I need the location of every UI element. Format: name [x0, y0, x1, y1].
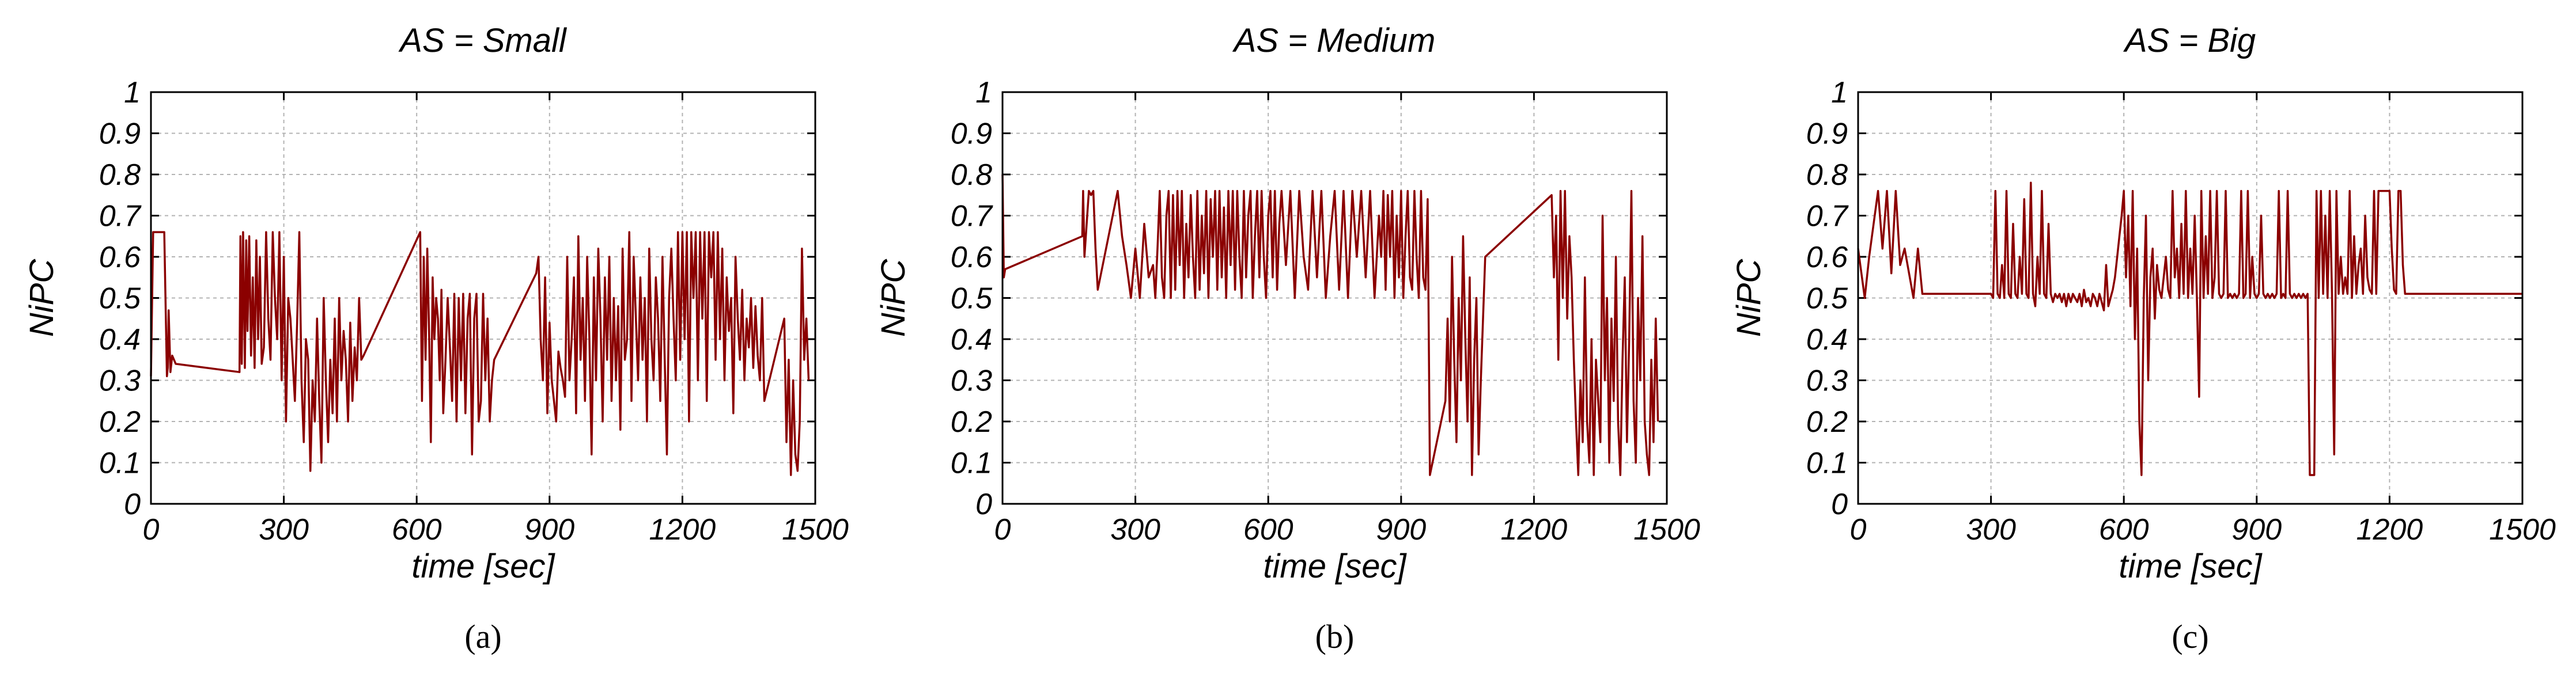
panel-caption: (b): [1315, 618, 1355, 655]
panel-caption: (a): [464, 618, 501, 655]
panel-caption: (c): [2172, 618, 2208, 655]
y-tick-label: 1: [124, 76, 141, 109]
y-axis-label: NiPC: [875, 259, 912, 337]
y-tick-label: 0.5: [951, 282, 993, 316]
y-tick-label: 0.4: [1806, 323, 1848, 356]
x-tick-label: 900: [2231, 513, 2282, 546]
y-tick-label: 0: [1831, 488, 1848, 521]
y-tick-label: 0.6: [1806, 241, 1848, 274]
y-tick-label: 1: [975, 76, 992, 109]
y-tick-label: 0.8: [1806, 158, 1848, 192]
x-axis-label: time [sec]: [411, 548, 555, 585]
x-tick-label: 1200: [649, 513, 716, 546]
y-tick-label: 0.6: [951, 241, 992, 274]
x-tick-label: 1200: [2356, 513, 2423, 546]
y-tick-label: 0.3: [951, 364, 992, 398]
y-tick-label: 0.3: [99, 364, 141, 398]
x-tick-label: 600: [1243, 513, 1293, 546]
y-tick-label: 0.2: [1806, 405, 1848, 439]
y-tick-label: 0.9: [99, 117, 141, 151]
x-tick-label: 0: [994, 513, 1011, 546]
y-tick-label: 0.2: [99, 405, 141, 439]
y-tick-label: 0.3: [1806, 364, 1848, 398]
x-tick-label: 1200: [1501, 513, 1568, 546]
x-tick-label: 1500: [782, 513, 849, 546]
y-tick-label: 0.7: [1806, 200, 1849, 233]
x-tick-label: 600: [2099, 513, 2149, 546]
chart-title: AS = Small: [398, 22, 568, 59]
x-tick-label: 1500: [2489, 513, 2556, 546]
series-line-0: [1001, 174, 1659, 476]
y-tick-label: 0.1: [1806, 447, 1848, 480]
x-tick-label: 0: [1850, 513, 1867, 546]
x-axis-label: time [sec]: [1263, 548, 1407, 585]
x-axis-label: time [sec]: [2119, 548, 2263, 585]
x-tick-label: 300: [259, 513, 309, 546]
y-tick-label: 0.1: [99, 447, 141, 480]
y-tick-label: 0.4: [99, 323, 141, 356]
y-tick-label: 0.6: [99, 241, 141, 274]
y-tick-label: 0.4: [951, 323, 992, 356]
y-tick-label: 0.7: [951, 200, 993, 233]
y-tick-label: 0.7: [99, 200, 142, 233]
chart-panel-1: 00.10.20.30.40.50.60.70.80.910 300 600 900 1…: [875, 22, 1700, 655]
chart-panel-2: 00.10.20.30.40.50.60.70.80.910 300 600 900 1…: [1730, 22, 2556, 655]
series-line-0: [1857, 181, 2522, 476]
y-tick-label: 0.9: [951, 117, 992, 151]
y-tick-label: 0.2: [951, 405, 992, 439]
chart-title: AS = Medium: [1232, 22, 1436, 59]
y-axis-label: NiPC: [1730, 259, 1768, 337]
plot-frame: [1857, 91, 2524, 505]
y-tick-label: 0: [124, 488, 141, 521]
series-line-0: [150, 231, 810, 476]
plot-frame: [150, 91, 816, 505]
x-tick-label: 900: [1376, 513, 1426, 546]
x-tick-label: 900: [524, 513, 574, 546]
chart-title: AS = Big: [2123, 22, 2256, 59]
y-tick-label: 0.5: [1806, 282, 1848, 316]
chart-panel-0: 00.10.20.30.40.50.60.70.80.910 300 600 900 1…: [23, 22, 849, 655]
y-tick-label: 1: [1831, 76, 1848, 109]
y-axis-label: NiPC: [23, 259, 60, 337]
y-tick-label: 0.9: [1806, 117, 1848, 151]
plot-frame: [1001, 91, 1668, 505]
y-tick-label: 0.5: [99, 282, 141, 316]
x-tick-label: 300: [1110, 513, 1160, 546]
x-tick-label: 300: [1966, 513, 2016, 546]
y-tick-label: 0.8: [951, 158, 992, 192]
y-tick-label: 0: [975, 488, 992, 521]
y-tick-label: 0.1: [951, 447, 992, 480]
y-tick-label: 0.8: [99, 158, 141, 192]
x-tick-label: 0: [143, 513, 160, 546]
x-tick-label: 600: [392, 513, 442, 546]
x-tick-label: 1500: [1633, 513, 1700, 546]
